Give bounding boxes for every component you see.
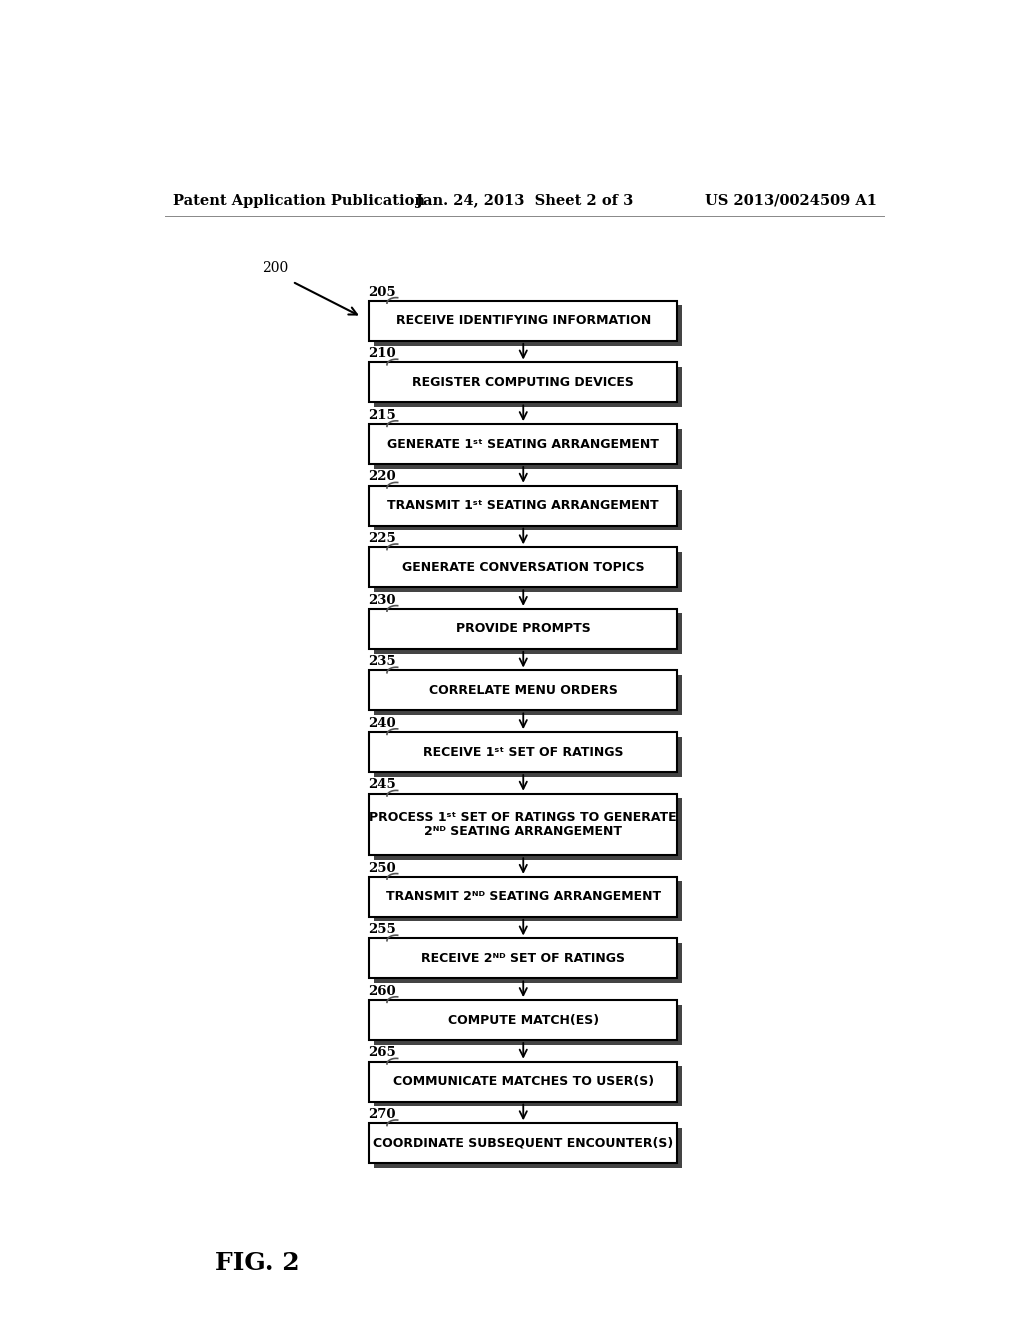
- Text: 215: 215: [368, 409, 395, 422]
- Text: COORDINATE SUBSEQUENT ENCOUNTER(S): COORDINATE SUBSEQUENT ENCOUNTER(S): [373, 1137, 674, 1150]
- Text: 225: 225: [368, 532, 395, 545]
- Bar: [370, 671, 677, 710]
- Text: PROCESS 1ˢᵗ SET OF RATINGS TO GENERATE: PROCESS 1ˢᵗ SET OF RATINGS TO GENERATE: [370, 810, 677, 824]
- Text: 240: 240: [368, 717, 395, 730]
- Bar: [374, 799, 682, 859]
- Text: PROVIDE PROMPTS: PROVIDE PROMPTS: [456, 622, 591, 635]
- Bar: [370, 1061, 677, 1102]
- Text: TRANSMIT 1ˢᵗ SEATING ARRANGEMENT: TRANSMIT 1ˢᵗ SEATING ARRANGEMENT: [387, 499, 659, 512]
- Text: REGISTER COMPUTING DEVICES: REGISTER COMPUTING DEVICES: [413, 376, 634, 389]
- Bar: [374, 305, 682, 346]
- Bar: [370, 301, 677, 341]
- Bar: [370, 1001, 677, 1040]
- Bar: [370, 548, 677, 587]
- Bar: [370, 363, 677, 403]
- Text: CORRELATE MENU ORDERS: CORRELATE MENU ORDERS: [429, 684, 617, 697]
- Text: 235: 235: [368, 655, 395, 668]
- Bar: [370, 609, 677, 649]
- Text: COMMUNICATE MATCHES TO USER(S): COMMUNICATE MATCHES TO USER(S): [392, 1074, 653, 1088]
- Text: Patent Application Publication: Patent Application Publication: [173, 194, 425, 207]
- Text: 200: 200: [262, 261, 289, 275]
- Bar: [374, 552, 682, 591]
- Text: 270: 270: [368, 1107, 395, 1121]
- Bar: [370, 733, 677, 772]
- Text: 230: 230: [368, 594, 395, 607]
- Bar: [374, 1005, 682, 1044]
- Bar: [370, 424, 677, 465]
- Text: 205: 205: [368, 285, 395, 298]
- Text: RECEIVE 1ˢᵗ SET OF RATINGS: RECEIVE 1ˢᵗ SET OF RATINGS: [423, 746, 624, 759]
- Text: RECEIVE IDENTIFYING INFORMATION: RECEIVE IDENTIFYING INFORMATION: [395, 314, 651, 327]
- Bar: [374, 490, 682, 531]
- Bar: [374, 737, 682, 776]
- Bar: [374, 429, 682, 469]
- Text: RECEIVE 2ᴺᴰ SET OF RATINGS: RECEIVE 2ᴺᴰ SET OF RATINGS: [421, 952, 626, 965]
- Text: 245: 245: [368, 779, 395, 792]
- Text: GENERATE 1ˢᵗ SEATING ARRANGEMENT: GENERATE 1ˢᵗ SEATING ARRANGEMENT: [387, 437, 659, 450]
- Bar: [370, 939, 677, 978]
- Text: COMPUTE MATCH(ES): COMPUTE MATCH(ES): [447, 1014, 599, 1027]
- Text: 220: 220: [368, 470, 395, 483]
- Bar: [374, 942, 682, 983]
- Text: 250: 250: [368, 862, 395, 875]
- Text: 255: 255: [368, 923, 395, 936]
- Bar: [370, 486, 677, 525]
- Text: 2ᴺᴰ SEATING ARRANGEMENT: 2ᴺᴰ SEATING ARRANGEMENT: [424, 825, 623, 838]
- Bar: [370, 876, 677, 917]
- Bar: [370, 1123, 677, 1163]
- Bar: [374, 367, 682, 407]
- Bar: [374, 882, 682, 921]
- Bar: [374, 1127, 682, 1168]
- Text: US 2013/0024509 A1: US 2013/0024509 A1: [705, 194, 877, 207]
- Text: GENERATE CONVERSATION TOPICS: GENERATE CONVERSATION TOPICS: [402, 561, 644, 574]
- Text: FIG. 2: FIG. 2: [215, 1251, 300, 1275]
- Bar: [374, 614, 682, 653]
- Text: TRANSMIT 2ᴺᴰ SEATING ARRANGEMENT: TRANSMIT 2ᴺᴰ SEATING ARRANGEMENT: [386, 890, 660, 903]
- Bar: [374, 1067, 682, 1106]
- Text: Jan. 24, 2013  Sheet 2 of 3: Jan. 24, 2013 Sheet 2 of 3: [416, 194, 634, 207]
- Text: 260: 260: [368, 985, 395, 998]
- Bar: [370, 793, 677, 855]
- Text: 210: 210: [368, 347, 395, 360]
- Text: 265: 265: [368, 1047, 395, 1059]
- Bar: [374, 675, 682, 715]
